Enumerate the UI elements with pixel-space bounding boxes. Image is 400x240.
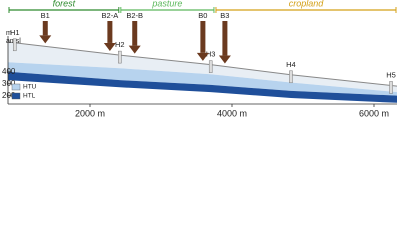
htl-layer (8, 71, 397, 103)
y-tick-label: 400 (2, 67, 16, 76)
arrow-head (218, 55, 231, 64)
y-axis-label: m (6, 30, 12, 37)
borehole-label: H3 (206, 50, 216, 59)
arrow-shaft (200, 21, 206, 53)
arrow-head (196, 52, 209, 61)
arrow-head (39, 35, 52, 44)
borehole (389, 81, 393, 94)
unsaturated-zone (8, 42, 397, 93)
arrow-shaft (42, 21, 48, 36)
borehole (289, 70, 293, 84)
arrow-label: B3 (220, 11, 229, 20)
legend-swatch (11, 83, 21, 91)
x-tick-label: 4000 m (217, 108, 247, 118)
borehole (118, 50, 122, 64)
borehole-label: H4 (286, 60, 296, 69)
land-use-label: cropland (289, 0, 325, 8)
legend-swatch (11, 92, 21, 100)
land-use-label: forest (53, 0, 76, 8)
arrow-label: B0 (198, 11, 207, 20)
legend-label: HTU (23, 84, 37, 91)
x-tick-label: 6000 m (359, 108, 389, 118)
arrow-label: B2-A (102, 11, 119, 20)
borehole-label: H2 (115, 40, 125, 49)
arrow-head (103, 42, 116, 51)
arrow-shaft (107, 21, 113, 43)
land-use-label: pasture (151, 0, 182, 8)
y-tick-label: 300 (2, 79, 16, 88)
arrow-label: B1 (41, 11, 50, 20)
y-tick-label: 200 (2, 91, 16, 100)
legend-label: HTL (23, 93, 36, 100)
borehole-label: H5 (386, 70, 396, 79)
x-tick-label: 2000 m (75, 108, 105, 118)
arrow-head (128, 45, 141, 54)
arrow-label: B2-B (126, 11, 143, 20)
borehole-label: H1 (10, 28, 20, 37)
borehole (208, 60, 213, 73)
htu-layer (8, 62, 397, 96)
arrow-shaft (222, 21, 228, 56)
arrow-shaft (132, 21, 138, 46)
borehole (12, 38, 17, 52)
